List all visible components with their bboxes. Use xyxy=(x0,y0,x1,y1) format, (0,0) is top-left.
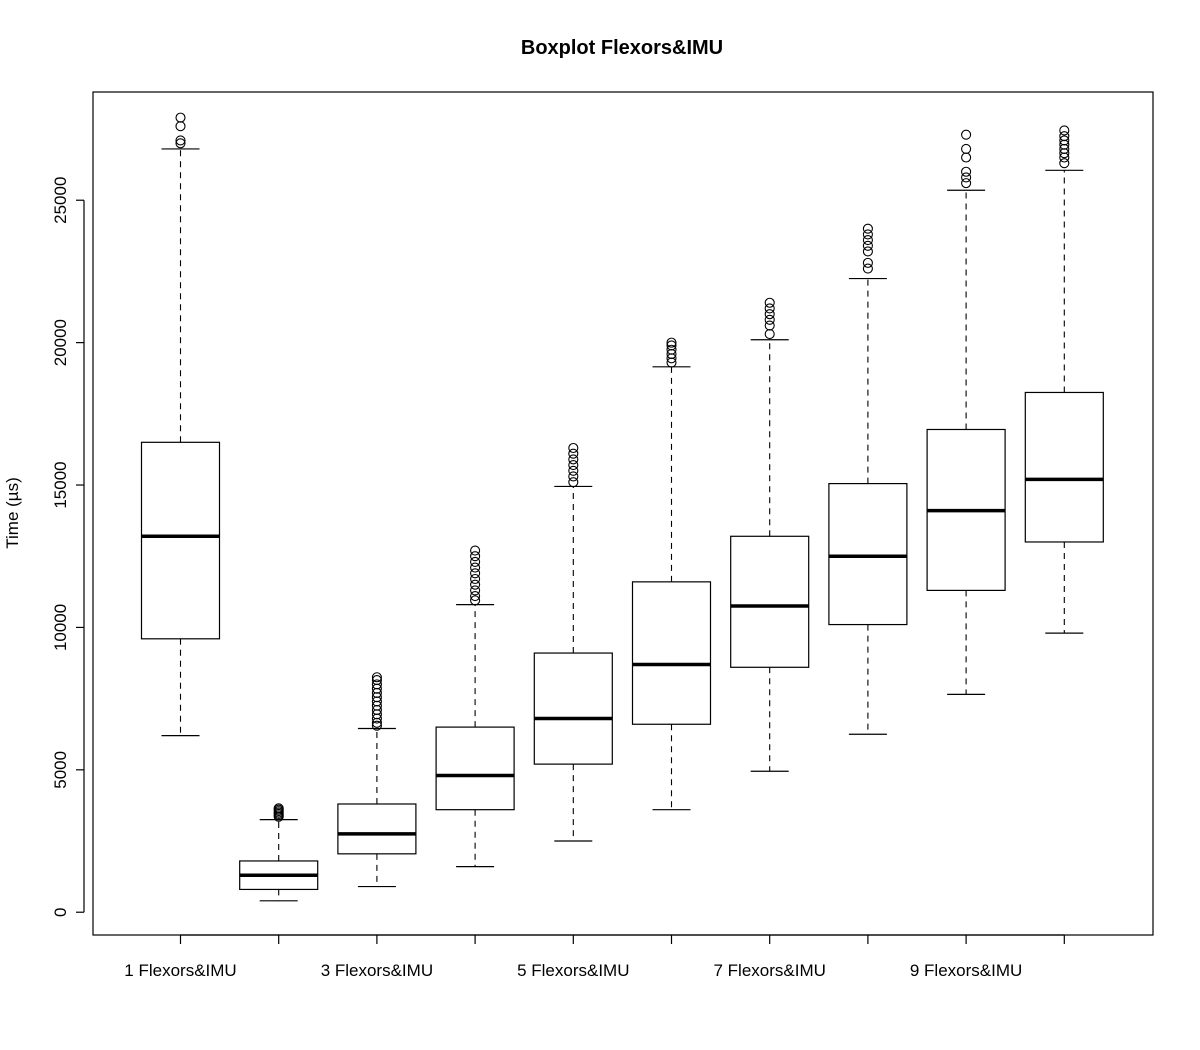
box-iqr xyxy=(140,441,221,640)
outlier-point xyxy=(1059,135,1070,146)
box-iqr xyxy=(435,726,515,811)
x-tick-label: 1 Flexors&IMU xyxy=(124,961,236,980)
outlier-point xyxy=(175,138,186,149)
box-group xyxy=(828,223,908,735)
outlier-point xyxy=(764,309,775,320)
box-iqr xyxy=(730,535,810,668)
outlier-point xyxy=(961,129,972,140)
x-tick-label: 7 Flexors&IMU xyxy=(713,961,825,980)
outlier-point xyxy=(961,143,972,155)
outlier-point xyxy=(1059,158,1070,169)
outlier-point xyxy=(371,672,382,683)
outlier-point xyxy=(175,135,186,146)
outlier-point xyxy=(666,344,677,355)
chart-title: Boxplot Flexors&IMU xyxy=(521,37,723,59)
box-group xyxy=(926,129,1006,695)
y-axis: 0 5000 10000 15000 20000 25000 xyxy=(51,177,85,917)
outlier-point xyxy=(961,172,972,183)
outlier-point xyxy=(764,329,775,340)
box-group xyxy=(1024,125,1104,634)
y-tick-label: 20000 xyxy=(51,319,70,366)
box-group xyxy=(533,442,613,842)
outlier-point xyxy=(666,337,677,348)
x-tick-label: 3 Flexors&IMU xyxy=(321,961,433,980)
box-group xyxy=(239,803,319,902)
box-iqr xyxy=(1024,391,1104,543)
boxes-group xyxy=(140,112,1104,902)
outlier-point xyxy=(1059,131,1070,142)
outlier-point xyxy=(568,460,579,471)
box-iqr xyxy=(337,803,417,855)
outlier-point xyxy=(666,340,677,351)
outlier-point xyxy=(568,465,579,476)
x-tick-label: 9 Flexors&IMU xyxy=(910,961,1022,980)
outlier-point xyxy=(961,166,972,177)
outlier-point xyxy=(568,477,579,488)
outlier-point xyxy=(764,297,775,308)
x-axis: 1 Flexors&IMU 3 Flexors&IMU 5 Flexors&IMU 7… xyxy=(124,934,1065,980)
outlier-point xyxy=(470,562,481,573)
outlier-point xyxy=(568,454,579,465)
outlier-point xyxy=(764,314,775,325)
outlier-point xyxy=(862,235,873,246)
outlier-point xyxy=(862,240,873,251)
outlier-point xyxy=(961,152,972,163)
box-group xyxy=(140,112,221,737)
outlier-point xyxy=(470,585,481,596)
y-tick-label: 10000 xyxy=(51,604,70,651)
outlier-point xyxy=(862,229,873,240)
outlier-point xyxy=(862,246,873,257)
outlier-point xyxy=(470,579,481,590)
outlier-point xyxy=(862,263,873,274)
outlier-point xyxy=(273,803,284,814)
outlier-point xyxy=(568,448,579,459)
outlier-point xyxy=(470,568,481,579)
x-tick-label: 5 Flexors&IMU xyxy=(517,961,629,980)
outlier-point xyxy=(1059,125,1070,136)
outlier-point xyxy=(470,551,481,562)
y-tick-label: 0 xyxy=(51,907,70,916)
outlier-point xyxy=(862,257,873,268)
outlier-point xyxy=(764,303,775,314)
outlier-point xyxy=(568,471,579,482)
box-iqr xyxy=(631,581,712,725)
box-group xyxy=(435,545,515,868)
outlier-point xyxy=(961,178,972,189)
box-group xyxy=(631,337,712,811)
outlier-point xyxy=(470,591,481,602)
box-group xyxy=(337,672,417,888)
box-group xyxy=(730,297,810,772)
outlier-point xyxy=(175,112,186,123)
outlier-point xyxy=(175,121,186,132)
outlier-point xyxy=(371,675,382,686)
outlier-point xyxy=(470,545,481,556)
y-tick-label: 25000 xyxy=(51,177,70,224)
y-tick-label: 15000 xyxy=(51,461,70,508)
y-tick-label: 5000 xyxy=(51,751,70,789)
box-iqr xyxy=(828,482,908,626)
outlier-point xyxy=(371,720,382,731)
outlier-point xyxy=(470,556,481,567)
outlier-point xyxy=(764,320,775,331)
y-axis-label: Time (µs) xyxy=(3,477,22,549)
outlier-point xyxy=(371,679,382,690)
box-iqr xyxy=(533,652,613,765)
outlier-point xyxy=(470,595,481,606)
outlier-point xyxy=(862,223,873,234)
outlier-point xyxy=(568,442,579,454)
outlier-point xyxy=(470,573,481,585)
